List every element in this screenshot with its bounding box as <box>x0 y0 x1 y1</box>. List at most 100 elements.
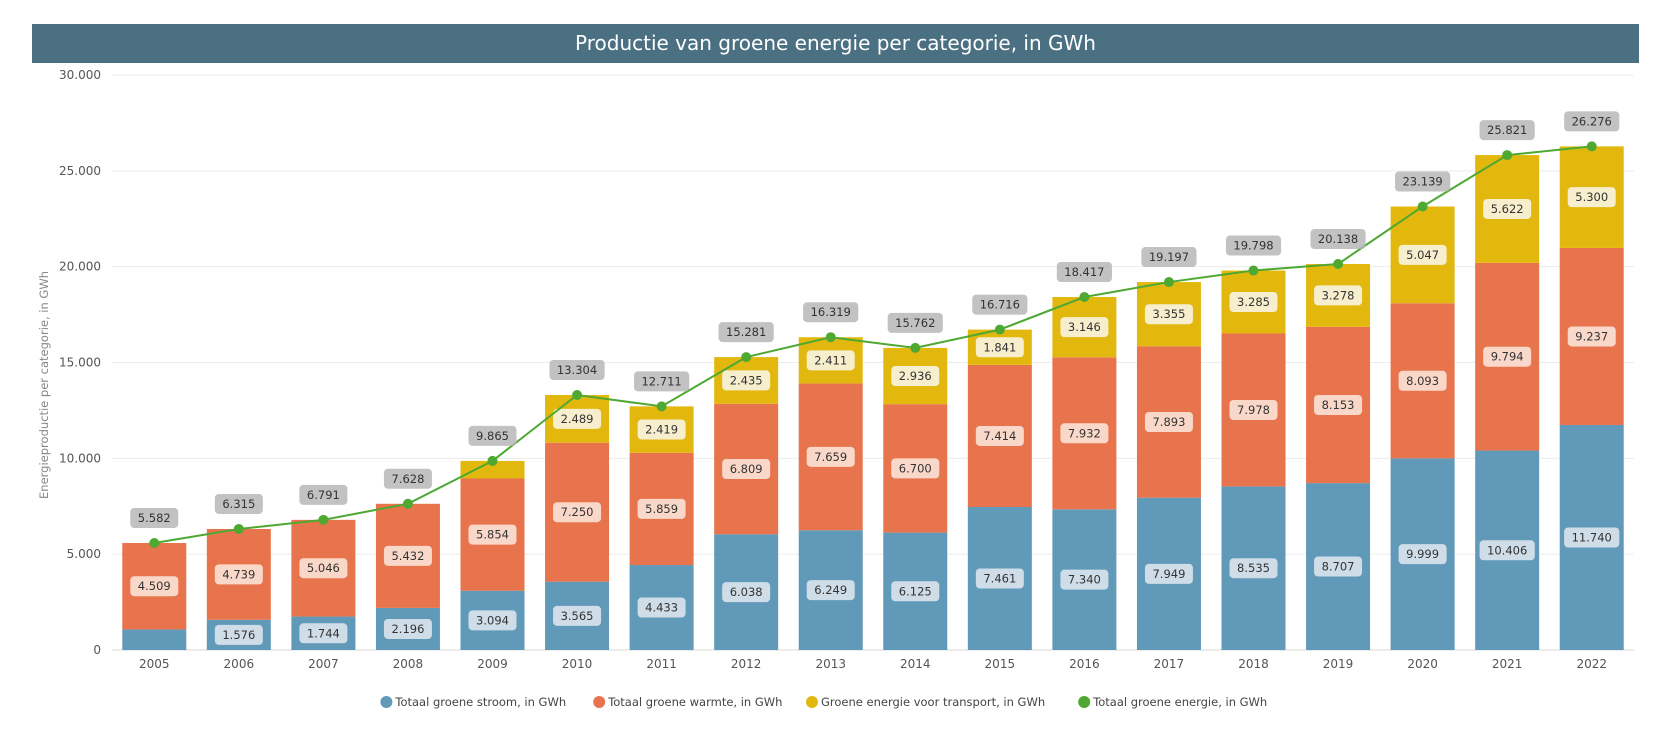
data-label-box <box>1229 558 1278 579</box>
data-label-text: 8.153 <box>1322 398 1355 412</box>
bar-data-label: 8.153 <box>1314 394 1363 415</box>
data-label-text: 8.535 <box>1237 561 1270 575</box>
data-label-box <box>1229 399 1278 420</box>
bar-data-label: 1.576 <box>214 624 263 645</box>
x-tick-label: 2015 <box>985 657 1016 671</box>
data-label-text: 6.038 <box>730 585 763 599</box>
bar-data-label: 11.740 <box>1564 527 1620 548</box>
bar-data-labels: 4.509 1.576 4.739 1.744 5.046 2.196 5.432 3.094… <box>130 187 1620 645</box>
data-label-box <box>637 597 686 618</box>
bar-data-label: 6.038 <box>722 582 771 603</box>
data-label-box <box>553 408 602 429</box>
bar-data-label: 2.936 <box>891 366 940 387</box>
data-label-box <box>891 581 940 602</box>
bar-data-label: 5.859 <box>637 498 686 519</box>
legend-item[interactable]: Groene energie voor transport, in GWh <box>806 695 1045 709</box>
bar-data-label: 6.249 <box>806 580 855 601</box>
data-label-text: 7.340 <box>1068 573 1101 587</box>
total-data-label: 18.417 <box>1056 262 1112 283</box>
y-tick-label: 10.000 <box>59 451 101 465</box>
data-label-text: 3.285 <box>1237 295 1270 309</box>
data-label-box <box>1479 540 1535 561</box>
data-label-text: 3.355 <box>1152 307 1185 321</box>
data-label-text: 6.125 <box>899 584 932 598</box>
data-label-box <box>1144 304 1193 325</box>
data-label-box <box>891 458 940 479</box>
total-data-label: 12.711 <box>634 371 690 392</box>
x-tick-label: 2007 <box>308 657 339 671</box>
data-label-text: 2.419 <box>645 423 678 437</box>
bar-data-label: 5.047 <box>1398 244 1447 265</box>
gridlines <box>112 74 1634 651</box>
total-data-label: 19.197 <box>1141 247 1197 268</box>
bar-data-label: 5.046 <box>299 558 348 579</box>
legend[interactable]: Totaal groene stroom, in GWh Totaal groen… <box>380 695 1267 709</box>
data-label-box <box>1398 544 1447 565</box>
bar-data-label: 3.146 <box>1060 317 1109 338</box>
data-label-box <box>1229 292 1278 313</box>
data-label-box <box>383 545 432 566</box>
x-tick-label: 2016 <box>1069 657 1100 671</box>
data-label-box <box>553 502 602 523</box>
data-label-box <box>972 294 1028 315</box>
data-label-box <box>549 360 605 381</box>
data-label-box <box>1314 394 1363 415</box>
legend-item[interactable]: Totaal groene energie, in GWh <box>1078 695 1267 709</box>
data-label-text: 4.739 <box>222 567 255 581</box>
data-label-text: 15.762 <box>895 316 935 330</box>
data-label-box <box>1564 527 1620 548</box>
legend-item[interactable]: Totaal groene stroom, in GWh <box>380 695 566 709</box>
bar-data-label: 10.406 <box>1479 540 1535 561</box>
total-line: 5.582 6.315 6.791 7.628 9.865 13.304 12.711 15.… <box>130 111 1620 549</box>
bar-data-label: 9.237 <box>1567 326 1616 347</box>
data-label-box <box>637 498 686 519</box>
data-label-box <box>214 564 263 585</box>
y-tick-label: 5.000 <box>67 547 101 561</box>
data-label-text: 3.094 <box>476 613 509 627</box>
data-label-text: 7.250 <box>561 505 594 519</box>
total-line-point <box>1248 265 1259 276</box>
data-label-box <box>1060 423 1109 444</box>
data-label-text: 5.300 <box>1575 190 1608 204</box>
data-label-text: 5.046 <box>307 561 340 575</box>
bar-data-label: 7.414 <box>975 425 1024 446</box>
bar-data-label: 4.509 <box>130 576 179 597</box>
x-tick-label: 2018 <box>1238 657 1269 671</box>
total-line-point <box>741 352 752 363</box>
data-label-box <box>1398 244 1447 265</box>
bar-data-label: 3.278 <box>1314 285 1363 306</box>
bar-data-label: 7.340 <box>1060 569 1109 590</box>
total-line-point <box>1502 150 1513 161</box>
x-tick-label: 2020 <box>1407 657 1438 671</box>
x-tick-label: 2013 <box>815 657 846 671</box>
data-label-box <box>975 568 1024 589</box>
bar-data-label: 8.535 <box>1229 558 1278 579</box>
total-data-label: 15.762 <box>887 312 943 333</box>
data-label-text: 5.432 <box>391 549 424 563</box>
data-label-text: 8.093 <box>1406 374 1439 388</box>
x-tick-label: 2022 <box>1576 657 1607 671</box>
data-label-box <box>891 366 940 387</box>
legend-item[interactable]: Totaal groene warmte, in GWh <box>593 695 782 709</box>
data-label-text: 2.411 <box>814 353 847 367</box>
data-label-box <box>130 508 179 529</box>
bar-data-label: 9.794 <box>1483 346 1532 367</box>
legend-marker <box>806 696 818 708</box>
x-tick-label: 2012 <box>731 657 762 671</box>
data-label-box <box>1483 198 1532 219</box>
data-label-text: 8.707 <box>1322 560 1355 574</box>
data-label-box <box>1225 235 1282 256</box>
bar-data-label: 2.489 <box>553 408 602 429</box>
data-label-text: 5.859 <box>645 502 678 516</box>
total-data-label: 6.315 <box>214 493 263 514</box>
y-tick-label: 20.000 <box>59 260 101 274</box>
total-data-label: 16.319 <box>803 302 859 323</box>
bar-data-label: 6.700 <box>891 458 940 479</box>
bar-data-label: 1.841 <box>975 337 1024 358</box>
bar-data-label: 3.565 <box>553 605 602 626</box>
data-label-box <box>299 558 348 579</box>
total-line-point <box>572 390 583 401</box>
data-label-box <box>718 322 774 343</box>
bar-data-label: 4.433 <box>637 597 686 618</box>
data-label-box <box>1144 412 1193 433</box>
